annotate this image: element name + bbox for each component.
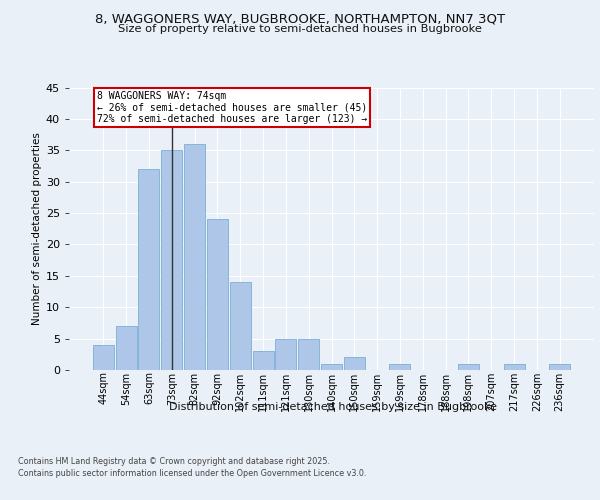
Bar [275,338,296,370]
Text: Distribution of semi-detached houses by size in Bugbrooke: Distribution of semi-detached houses by … [169,402,497,412]
Bar [161,150,182,370]
Bar [93,345,114,370]
Text: 8, WAGGONERS WAY, BUGBROOKE, NORTHAMPTON, NN7 3QT: 8, WAGGONERS WAY, BUGBROOKE, NORTHAMPTON… [95,12,505,26]
Text: Size of property relative to semi-detached houses in Bugbrooke: Size of property relative to semi-detach… [118,24,482,34]
Text: Contains HM Land Registry data © Crown copyright and database right 2025.: Contains HM Land Registry data © Crown c… [18,458,330,466]
Bar [184,144,205,370]
Bar [139,169,160,370]
Bar [503,364,524,370]
Bar [116,326,137,370]
Bar [344,358,365,370]
Bar [549,364,570,370]
Y-axis label: Number of semi-detached properties: Number of semi-detached properties [32,132,41,325]
Bar [389,364,410,370]
Text: 8 WAGGONERS WAY: 74sqm
← 26% of semi-detached houses are smaller (45)
72% of sem: 8 WAGGONERS WAY: 74sqm ← 26% of semi-det… [97,90,367,124]
Bar [321,364,342,370]
Bar [253,351,274,370]
Bar [298,338,319,370]
Bar [207,220,228,370]
Text: Contains public sector information licensed under the Open Government Licence v3: Contains public sector information licen… [18,469,367,478]
Bar [458,364,479,370]
Bar [230,282,251,370]
